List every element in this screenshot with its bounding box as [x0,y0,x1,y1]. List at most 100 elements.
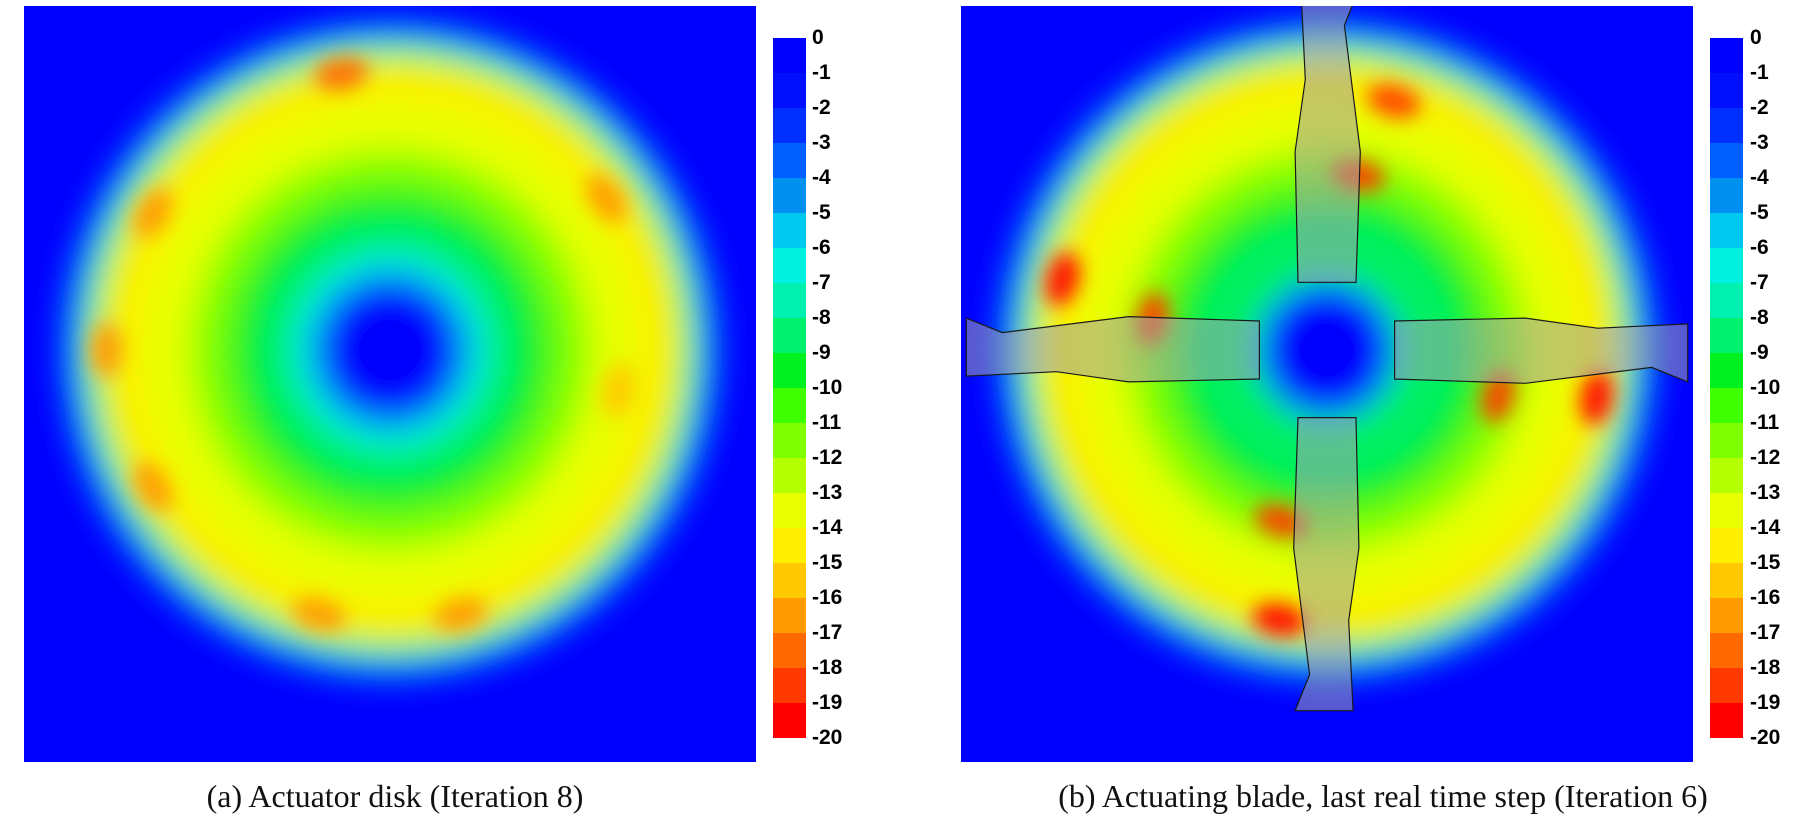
colorbar-tick-label: -13 [1750,481,1781,504]
colorbar-band [773,283,806,319]
colorbar-svg-b [1710,38,1743,739]
colorbar-b [1710,38,1743,739]
colorbar-band [773,38,806,74]
contour-plot-a [24,6,756,762]
hot-spot [133,188,173,239]
colorbar-tick-label: -11 [1750,411,1780,434]
colorbar-tick-label: -3 [1750,131,1769,154]
contour-svg-b [961,6,1693,762]
blade-left [965,315,1260,383]
colorbar-band [1710,108,1743,144]
contour-ring [322,282,458,418]
colorbar-band [1710,388,1743,424]
colorbar-band [1710,458,1743,494]
colorbar-band [773,318,806,354]
blade-right [1394,317,1689,384]
colorbar-band [773,73,806,109]
colorbar-band [1710,633,1743,669]
colorbar-tick-label: 0 [812,26,824,49]
hot-spot [434,597,488,632]
colorbar-band [1710,668,1743,704]
colorbar-tick-label: -1 [812,61,831,84]
contour-svg-a [24,6,756,762]
colorbar-band [1710,213,1743,249]
colorbar-tick-label: -20 [812,726,843,749]
colorbar-tick-label: -4 [812,166,831,189]
colorbar-tick-label: -19 [1750,691,1781,714]
colorbar-band [1710,528,1743,564]
colorbar-tick-label: -5 [1750,201,1769,224]
colorbar-tick-label: -6 [812,236,831,259]
contour-ring [1259,282,1395,418]
hot-spot [90,322,123,378]
colorbar-tick-label: -10 [1750,376,1781,399]
colorbar-tick-label: -19 [812,691,843,714]
blade-down [1293,417,1360,712]
colorbar-band [773,703,806,739]
colorbar-band [1710,283,1743,319]
colorbar-tick-label: -12 [812,446,843,469]
colorbar-tick-label: -10 [812,376,843,399]
colorbar-band [773,563,806,599]
colorbar-band [1710,563,1743,599]
colorbar-tick-label: -17 [1750,621,1781,644]
colorbar-band [1710,178,1743,214]
hot-spot [314,57,369,91]
hot-spot [1366,84,1421,119]
colorbar-svg-a [773,38,806,739]
colorbar-tick-label: -7 [812,271,831,294]
colorbar-tick-label: -13 [812,481,843,504]
colorbar-band [1710,493,1743,529]
colorbar-tick-label: -18 [1750,656,1781,679]
colorbar-tick-label: -15 [812,551,843,574]
colorbar-band [773,458,806,494]
hot-spot [1580,370,1614,425]
colorbar-tick-label: -14 [1750,516,1781,539]
caption-b: (b) Actuating blade, last real time step… [1058,778,1708,814]
caption-a: (a) Actuator disk (Iteration 8) [206,778,584,814]
colorbar-band [1710,143,1743,179]
colorbar-tick-label: -7 [1750,271,1769,294]
colorbar-tick-label: -16 [812,586,843,609]
colorbar-ticks-b: 0 -1 -2 -3 -4 -5 -6 -7 -8 -9 -10 -11 -12 -13 -14 -15 -16… [1750,26,1806,749]
colorbar-tick-label: -18 [812,656,843,679]
colorbar-band [773,493,806,529]
colorbar-band [773,353,806,389]
colorbar-tick-label: 0 [1750,26,1762,49]
colorbar-tick-label: -5 [812,201,831,224]
colorbar-band [773,178,806,214]
hot-spot [1252,603,1307,637]
colorbar-band [773,143,806,179]
colorbar-band [1710,38,1743,74]
colorbar-band [773,668,806,704]
colorbar-tick-label: -2 [1750,96,1769,119]
colorbar-tick-label: -11 [812,411,842,434]
colorbar-tick-label: -9 [812,341,831,364]
colorbar-tick-label: -1 [1750,61,1769,84]
colorbar-band [1710,423,1743,459]
colorbar-tick-label: -8 [812,306,831,329]
colorbar-tick-label: -3 [812,131,831,154]
colorbar-band [1710,703,1743,739]
colorbar-tick-label: -12 [1750,446,1781,469]
colorbar-tick-label: -15 [1750,551,1781,574]
colorbar-band [773,423,806,459]
colorbar-band [773,108,806,144]
colorbar-tick-label: -6 [1750,236,1769,259]
hot-spot [1045,252,1080,306]
colorbar-band [773,213,806,249]
colorbar-tick-label: -17 [812,621,843,644]
hot-spot [292,597,346,632]
hot-spot [585,174,627,223]
colorbar-band [773,388,806,424]
colorbar-tick-label: -14 [812,516,843,539]
hot-spot [601,363,635,418]
colorbar-ticks-a: 0 -1 -2 -3 -4 -5 -6 -7 -8 -9 -10 -11 -12 -13 -14 -15 -16… [812,26,882,749]
contour-plot-b [961,6,1693,762]
colorbar-band [773,598,806,634]
colorbar-band [1710,73,1743,109]
colorbar-band [773,248,806,284]
colorbar-a [773,38,806,739]
colorbar-tick-label: -8 [1750,306,1769,329]
colorbar-tick-label: -20 [1750,726,1781,749]
